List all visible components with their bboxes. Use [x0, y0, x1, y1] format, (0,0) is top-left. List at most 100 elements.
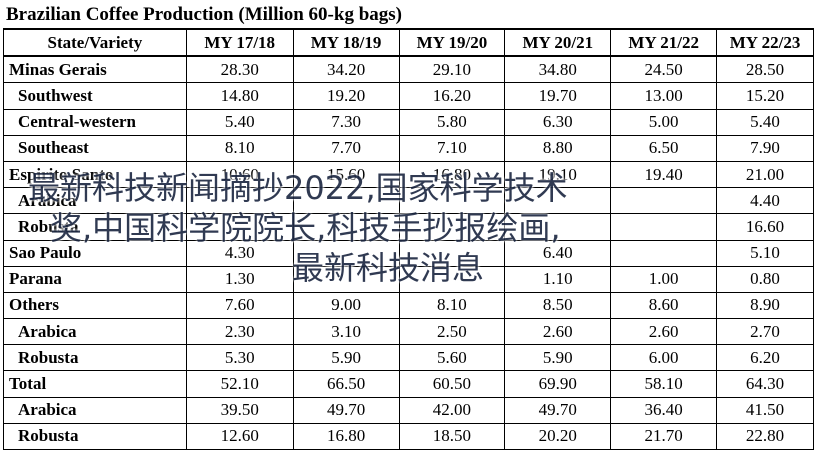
table-row: Sao Paulo 4.30 6.40 5.10 [3, 240, 814, 267]
table-cell: 15.60 [292, 161, 400, 189]
header-row: State/Variety MY 17/18 MY 18/19 MY 19/20… [3, 27, 814, 58]
table-cell: 8.80 [504, 135, 612, 162]
table-cell: 5.30 [185, 344, 294, 372]
table-cell: 42.00 [398, 397, 506, 424]
column-header: MY 20/21 [504, 27, 612, 58]
table-cell: 24.50 [610, 56, 718, 84]
table-cell: 28.50 [716, 56, 814, 84]
table-cell: 0.80 [716, 266, 814, 293]
table-cell: 36.40 [610, 397, 718, 424]
table-cell: 5.10 [716, 240, 814, 267]
table-cell: 10.60 [185, 161, 294, 189]
table-cell: 8.10 [185, 135, 294, 162]
table-cell: 5.00 [610, 109, 718, 136]
table-row: Central-western 5.40 7.30 5.80 6.30 5.00 5.40 [3, 109, 814, 136]
row-label: Sao Paulo [3, 240, 187, 267]
table-row: Espirito Santo 10.60 15.60 16.80 19.10 19.40 2… [3, 161, 814, 189]
table-cell [292, 266, 400, 293]
table-cell: 6.00 [610, 344, 718, 372]
table-cell: 64.30 [716, 370, 814, 398]
table-cell: 39.50 [185, 397, 294, 424]
table-row: Southeast 8.10 7.70 7.10 8.80 6.50 7.90 [3, 135, 814, 162]
table-row: Others 7.60 9.00 8.10 8.50 8.60 8.90 [3, 292, 814, 320]
table-cell [398, 266, 506, 293]
table-cell: 2.70 [716, 318, 814, 346]
row-label: Arabica [3, 187, 187, 215]
table-cell: 15.20 [716, 82, 814, 110]
table-cell: 5.40 [716, 109, 814, 136]
table-cell [398, 240, 506, 267]
column-header: MY 19/20 [398, 27, 506, 58]
table-cell: 12.60 [185, 423, 294, 450]
row-label: Espirito Santo [3, 161, 187, 189]
table-cell: 6.50 [610, 135, 718, 162]
table-row: Parana 1.30 1.10 1.00 0.80 [3, 266, 814, 293]
table-cell [610, 187, 718, 215]
table-cell: 6.40 [504, 240, 612, 267]
table-cell: 19.70 [504, 82, 612, 110]
table-cell: 2.60 [504, 318, 612, 346]
row-label: Robusta [3, 344, 187, 372]
table-title: Brazilian Coffee Production (Million 60-… [6, 4, 402, 25]
table-cell [292, 213, 400, 241]
table-cell: 2.50 [398, 318, 506, 346]
table-row: Robusta 5.30 5.90 5.60 5.90 6.00 6.20 [3, 344, 814, 372]
table-cell: 21.70 [610, 423, 718, 450]
table-cell: 18.50 [398, 423, 506, 450]
table-cell: 3.10 [292, 318, 400, 346]
table-cell: 60.50 [398, 370, 506, 398]
table-cell: 16.80 [398, 161, 506, 189]
table-cell: 4.40 [716, 187, 814, 215]
table-cell: 20.20 [504, 423, 612, 450]
table-cell: 7.90 [716, 135, 814, 162]
table-cell: 22.80 [716, 423, 814, 450]
table-cell: 49.70 [504, 397, 612, 424]
table-cell [185, 213, 294, 241]
table-cell [610, 240, 718, 267]
table-cell: 5.40 [185, 109, 294, 136]
table-cell: 5.90 [292, 344, 400, 372]
table-cell: 29.10 [398, 56, 506, 84]
table-cell: 5.80 [398, 109, 506, 136]
table-cell: 58.10 [610, 370, 718, 398]
table-cell: 8.10 [398, 292, 506, 320]
table-cell: 8.90 [716, 292, 814, 320]
table-cell [398, 213, 506, 241]
table-cell: 6.20 [716, 344, 814, 372]
row-label: Parana [3, 266, 187, 293]
table-cell: 16.60 [716, 213, 814, 241]
table-cell [504, 213, 612, 241]
table-cell: 7.30 [292, 109, 400, 136]
table-cell: 1.00 [610, 266, 718, 293]
table-cell: 7.60 [185, 292, 294, 320]
row-label: Robusta [3, 423, 187, 450]
table-cell: 69.90 [504, 370, 612, 398]
table-cell: 4.30 [185, 240, 294, 267]
row-label: Others [3, 292, 187, 320]
row-label: Southeast [3, 135, 187, 162]
table-cell: 5.60 [398, 344, 506, 372]
table-cell: 1.10 [504, 266, 612, 293]
table-cell: 7.10 [398, 135, 506, 162]
table-cell [398, 187, 506, 215]
table-row: Arabica 39.50 49.70 42.00 49.70 36.40 41.50 [3, 397, 814, 424]
table-row: Arabica 2.30 3.10 2.50 2.60 2.60 2.70 [3, 318, 814, 346]
row-label: Central-western [3, 109, 187, 136]
row-label: Arabica [3, 318, 187, 346]
table-row: Total 52.10 66.50 60.50 69.90 58.10 64.30 [3, 370, 814, 398]
table-cell: 16.80 [292, 423, 400, 450]
table-cell: 8.50 [504, 292, 612, 320]
table-cell: 19.10 [504, 161, 612, 189]
table-cell: 2.60 [610, 318, 718, 346]
table-cell: 49.70 [292, 397, 400, 424]
table-cell: 41.50 [716, 397, 814, 424]
table-cell: 19.40 [610, 161, 718, 189]
table-cell [610, 213, 718, 241]
table-row: Arabica 4.40 [3, 187, 814, 215]
column-header: MY 21/22 [610, 27, 718, 58]
table-cell [504, 187, 612, 215]
coffee-production-table: State/Variety MY 17/18 MY 18/19 MY 19/20… [3, 27, 814, 450]
table-cell: 21.00 [716, 161, 814, 189]
table-cell [292, 240, 400, 267]
table-cell: 7.70 [292, 135, 400, 162]
